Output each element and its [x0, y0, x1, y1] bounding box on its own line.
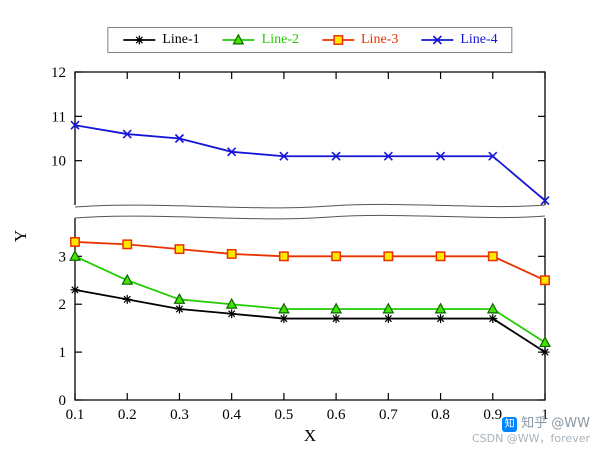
marker-asterisk: [71, 286, 79, 294]
watermark-csdn-text: CSDN @WW，forever: [471, 432, 590, 446]
marker-x: [432, 35, 442, 45]
marker-square: [435, 251, 446, 262]
marker-x: [122, 129, 132, 139]
legend-item-label: Line-4: [460, 32, 498, 47]
series-line-1: [70, 285, 550, 357]
marker-x: [488, 151, 498, 161]
series-line: [74, 255, 546, 344]
marker-square: [226, 248, 237, 259]
marker-square: [70, 236, 80, 247]
legend-marker-asterisk-icon: [123, 35, 156, 45]
marker-asterisk: [436, 314, 445, 323]
marker-square: [122, 239, 133, 250]
marker-square: [174, 244, 185, 255]
series-line: [74, 288, 546, 353]
marker-triangle: [277, 302, 290, 314]
legend-item-label: Line-1: [162, 32, 200, 47]
legend-marker-x-icon: [421, 35, 454, 45]
watermark-zhihu: 知 知乎 @WW: [472, 416, 590, 432]
x-tick-label: 0.3: [170, 407, 189, 423]
x-tick-label: 0.9: [483, 407, 502, 423]
legend-marker-triangle-icon: [222, 33, 255, 45]
zhihu-logo-icon: 知: [502, 416, 518, 432]
watermark: 知 知乎 @WW CSDN @WW，forever: [472, 416, 590, 446]
y-tick-label: 11: [52, 109, 66, 125]
marker-x: [435, 151, 446, 161]
legend-marker-square-icon: [322, 35, 354, 45]
y-tick-label: 0: [59, 393, 67, 409]
marker-triangle: [486, 302, 499, 314]
x-axis-label: X: [304, 426, 316, 445]
marker-asterisk: [541, 348, 549, 356]
y-tick-label: 2: [59, 297, 67, 313]
marker-asterisk: [228, 310, 236, 318]
y-tick-label: 3: [59, 249, 67, 265]
marker-x: [383, 151, 393, 161]
series-line-2: [69, 249, 551, 348]
marker-asterisk: [123, 295, 131, 304]
marker-triangle: [173, 292, 186, 304]
marker-asterisk: [135, 36, 143, 44]
marker-triangle: [69, 249, 81, 261]
x-tick-label: 0.5: [275, 407, 294, 423]
series-line-4: [70, 120, 550, 206]
x-tick-label: 0.8: [431, 407, 450, 423]
axis-panel-upper: [74, 71, 546, 205]
series-line-3: [70, 236, 550, 286]
marker-triangle: [121, 273, 134, 285]
marker-x: [279, 151, 289, 161]
marker-square: [487, 251, 498, 262]
marker-triangle: [434, 302, 447, 314]
legend-item-label: Line-3: [361, 32, 399, 47]
marker-asterisk: [384, 314, 392, 323]
x-tick-label: 0.4: [222, 407, 241, 423]
watermark-zhihu-text: 知乎 @WW: [521, 416, 590, 431]
axis-break-wave-top: [74, 203, 546, 209]
marker-asterisk: [489, 314, 497, 323]
marker-square: [333, 35, 343, 45]
legend: Line-1 Line-2 Line-3 Line-4: [107, 27, 513, 53]
marker-triangle: [232, 33, 245, 45]
legend-item: Line-3: [321, 32, 398, 48]
series-line: [74, 241, 546, 282]
x-tick-label: 0.6: [327, 407, 346, 423]
x-tick-label: 0.7: [379, 407, 398, 423]
marker-square: [383, 251, 394, 262]
legend-item: Line-2: [222, 32, 299, 48]
marker-x: [70, 120, 80, 130]
marker-triangle: [330, 302, 343, 314]
marker-asterisk: [280, 314, 288, 323]
marker-x: [227, 147, 237, 157]
marker-x: [174, 133, 185, 144]
y-tick-label: 12: [51, 65, 66, 81]
x-tick-label: 0.1: [66, 407, 85, 423]
marker-triangle: [225, 297, 238, 309]
legend-item: Line-4: [420, 32, 498, 48]
axis-break-wave-bottom: [74, 214, 546, 220]
axis-panel-lower: [74, 218, 546, 401]
legend-item: Line-1: [122, 32, 200, 48]
legend-item-label: Line-2: [261, 32, 299, 47]
marker-square: [278, 251, 289, 262]
y-tick-label: 10: [51, 154, 66, 170]
marker-triangle: [382, 302, 395, 314]
marker-asterisk: [175, 305, 184, 313]
marker-x: [331, 151, 341, 161]
x-tick-label: 0.2: [118, 407, 137, 423]
marker-asterisk: [332, 314, 340, 323]
marker-x: [540, 196, 550, 206]
y-axis-label: Y: [11, 230, 30, 242]
y-tick-label: 1: [59, 345, 67, 361]
marker-square: [331, 251, 342, 262]
marker-square: [540, 275, 550, 286]
x-tick-label: 1: [541, 407, 549, 423]
series-line: [74, 124, 546, 202]
marker-triangle: [539, 336, 551, 348]
